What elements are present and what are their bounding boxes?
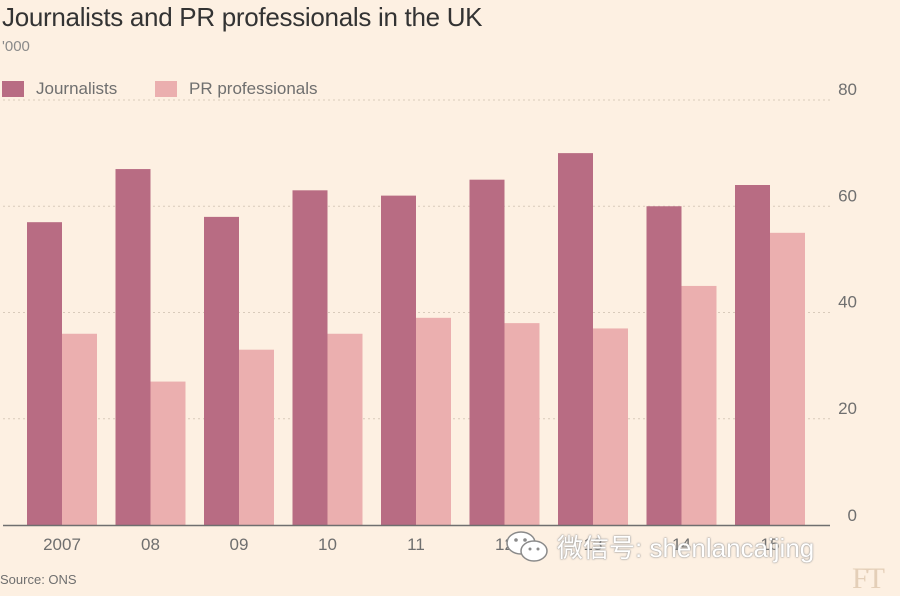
- bar-journalists: [115, 169, 151, 525]
- bar-journalists: [735, 185, 770, 525]
- y-tick-label: 80: [838, 80, 857, 99]
- bar-journalists: [204, 216, 239, 525]
- bar-pr-professionals: [62, 333, 97, 525]
- wechat-watermark: 微信号: shenlancaijing: [505, 528, 814, 565]
- legend-swatch-pr-professionals: [155, 81, 177, 97]
- x-tick-label: 13: [584, 535, 603, 554]
- x-tick-label: 08: [141, 535, 160, 554]
- x-tick-label: 11: [407, 535, 425, 554]
- y-tick-label: 40: [838, 293, 857, 312]
- wechat-icon: [506, 530, 548, 562]
- legend-item-pr-professionals: PR professionals: [155, 79, 318, 99]
- legend-item-journalists: Journalists: [2, 79, 117, 99]
- y-tick-label: 60: [838, 186, 857, 205]
- bar-journalists: [646, 206, 682, 525]
- bar-journalists: [381, 195, 416, 525]
- source-note: Source: ONS: [0, 572, 77, 587]
- bar-journalists: [292, 190, 328, 525]
- bar-pr-professionals: [593, 328, 628, 525]
- y-tick-label: 0: [848, 506, 857, 525]
- x-tick-label: 14: [672, 535, 691, 554]
- bar-pr-professionals: [504, 323, 540, 525]
- bar-journalists: [27, 222, 62, 525]
- bar-pr-professionals: [416, 317, 451, 525]
- legend-label-journalists: Journalists: [36, 79, 118, 98]
- bar-journalists: [469, 179, 505, 525]
- bar-pr-professionals: [327, 333, 363, 525]
- bar-pr-professionals: [239, 349, 274, 525]
- x-tick-label: 10: [318, 535, 337, 554]
- x-tick-label: 2007: [43, 535, 81, 554]
- bar-journalists: [558, 153, 593, 525]
- x-tick-label: 15: [761, 535, 780, 554]
- y-tick-label: 20: [838, 399, 857, 418]
- bar-pr-professionals: [150, 381, 186, 525]
- bar-pr-professionals: [681, 285, 717, 525]
- legend-swatch-journalists: [2, 81, 24, 97]
- ft-logo: FT: [852, 562, 885, 595]
- x-tick-label: 09: [230, 535, 249, 554]
- legend-label-pr-professionals: PR professionals: [189, 79, 318, 98]
- watermark-text: 微信号: shenlancaijing: [557, 533, 815, 563]
- chart-title: Journalists and PR professionals in the …: [2, 2, 483, 32]
- chart-subtitle: '000: [2, 38, 30, 55]
- bar-pr-professionals: [770, 232, 805, 525]
